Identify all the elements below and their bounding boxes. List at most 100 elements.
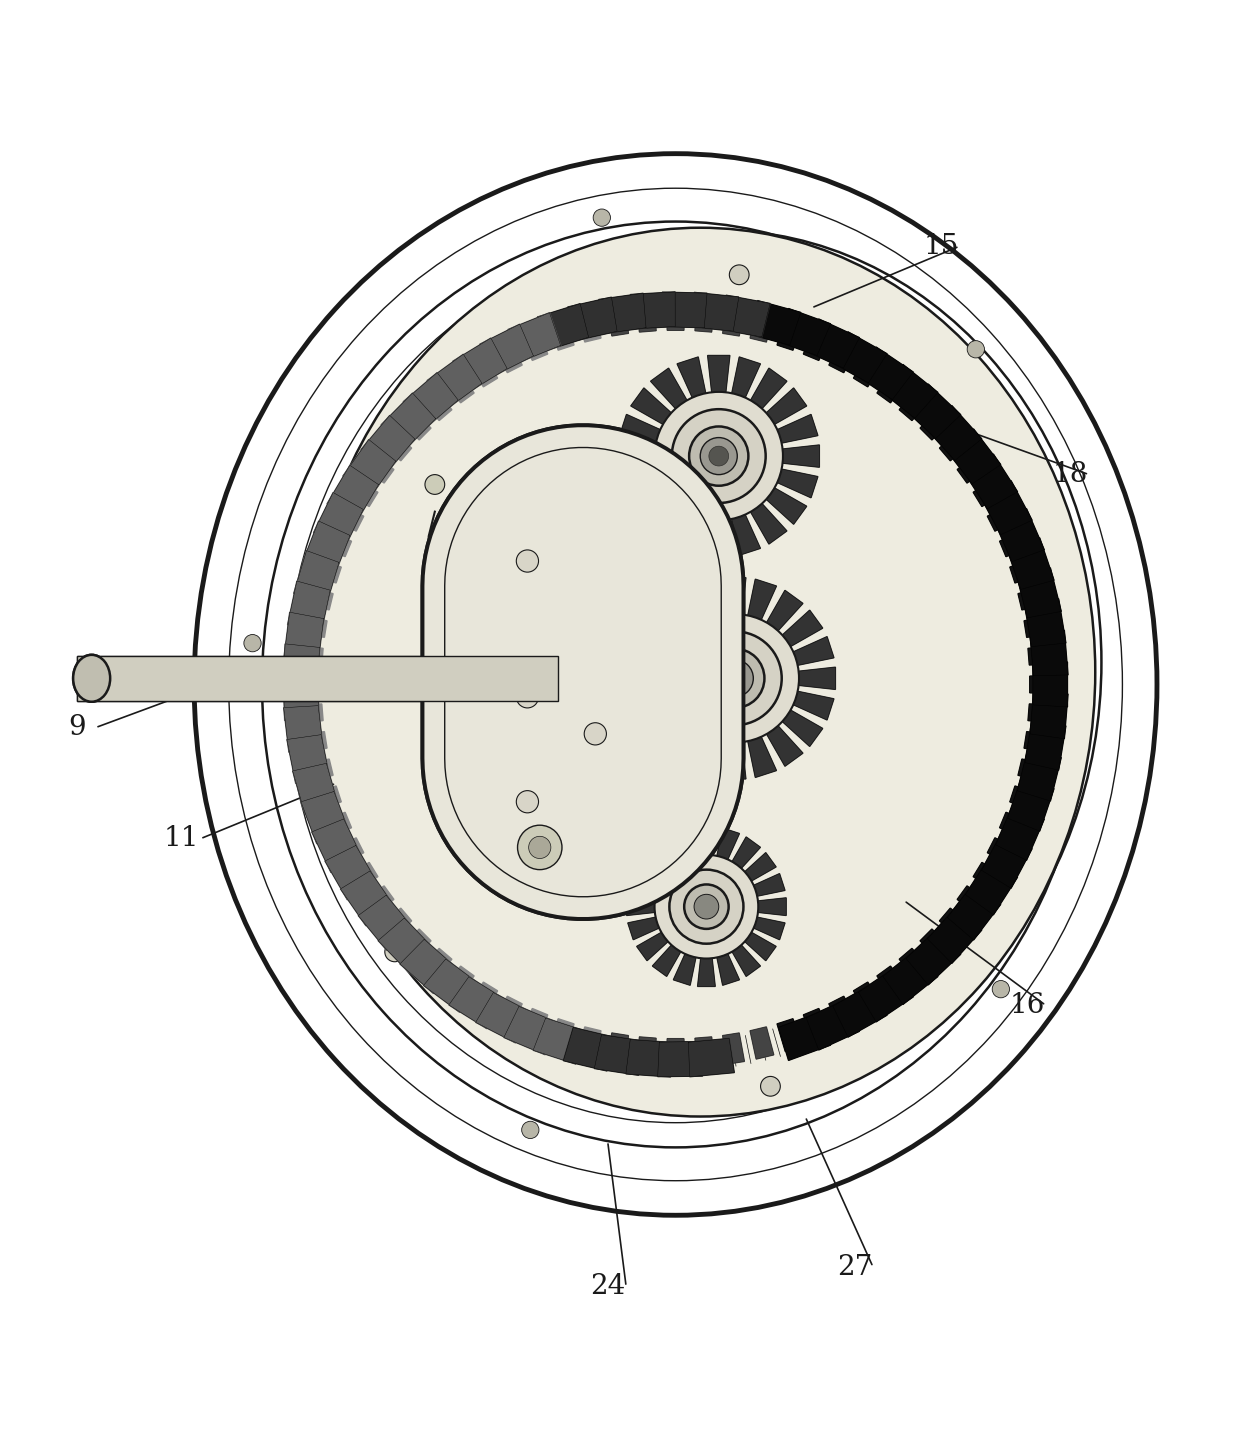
Polygon shape — [636, 691, 676, 720]
Polygon shape — [920, 407, 952, 440]
Circle shape — [672, 410, 765, 504]
Polygon shape — [966, 860, 1018, 915]
Polygon shape — [877, 369, 908, 403]
Polygon shape — [928, 405, 982, 460]
Polygon shape — [309, 557, 341, 583]
Polygon shape — [480, 325, 533, 374]
Polygon shape — [508, 313, 560, 361]
Polygon shape — [427, 354, 482, 407]
Polygon shape — [578, 310, 601, 342]
Circle shape — [684, 885, 729, 929]
Circle shape — [655, 854, 758, 958]
Polygon shape — [301, 759, 334, 782]
Polygon shape — [606, 1033, 629, 1065]
Polygon shape — [286, 734, 329, 784]
Polygon shape — [453, 338, 507, 390]
Polygon shape — [794, 636, 835, 665]
Polygon shape — [724, 742, 746, 779]
Polygon shape — [294, 551, 339, 602]
Ellipse shape — [305, 228, 1095, 1117]
Polygon shape — [883, 365, 937, 418]
Polygon shape — [662, 291, 707, 328]
Polygon shape — [1028, 645, 1058, 665]
Polygon shape — [804, 1009, 831, 1042]
Polygon shape — [533, 1019, 584, 1063]
Circle shape — [528, 837, 551, 859]
Polygon shape — [378, 908, 412, 939]
Circle shape — [689, 427, 749, 486]
Polygon shape — [1025, 723, 1066, 771]
Polygon shape — [698, 827, 715, 856]
Polygon shape — [667, 726, 703, 766]
Polygon shape — [782, 610, 822, 646]
Circle shape — [593, 209, 610, 227]
Polygon shape — [1024, 616, 1055, 638]
Polygon shape — [693, 737, 722, 778]
Polygon shape — [906, 931, 961, 986]
Polygon shape — [999, 812, 1033, 840]
Polygon shape — [1028, 704, 1058, 723]
Polygon shape — [636, 636, 676, 665]
Polygon shape — [626, 898, 655, 915]
Polygon shape — [398, 407, 432, 440]
Polygon shape — [957, 452, 991, 483]
Polygon shape — [766, 488, 807, 524]
Circle shape — [584, 723, 606, 745]
Polygon shape — [657, 1042, 703, 1076]
Circle shape — [725, 668, 745, 688]
Polygon shape — [283, 644, 320, 688]
Polygon shape — [899, 387, 931, 420]
Polygon shape — [467, 354, 497, 387]
Polygon shape — [537, 303, 589, 349]
Polygon shape — [293, 645, 324, 665]
Polygon shape — [345, 863, 378, 892]
Polygon shape — [398, 929, 432, 961]
Polygon shape — [906, 384, 961, 439]
Polygon shape — [1018, 586, 1050, 610]
Polygon shape — [1009, 557, 1043, 583]
Polygon shape — [667, 590, 703, 631]
Polygon shape — [987, 838, 1021, 866]
Polygon shape — [673, 954, 696, 986]
Circle shape — [528, 837, 551, 859]
Polygon shape — [361, 416, 415, 470]
Polygon shape — [758, 898, 786, 915]
Polygon shape — [619, 444, 655, 468]
Polygon shape — [563, 1027, 613, 1071]
Polygon shape — [966, 455, 1018, 509]
Circle shape — [655, 392, 782, 521]
Polygon shape — [828, 996, 858, 1030]
Ellipse shape — [73, 655, 110, 701]
Ellipse shape — [73, 655, 110, 701]
Polygon shape — [667, 302, 684, 330]
Circle shape — [671, 615, 799, 743]
Polygon shape — [667, 1039, 684, 1068]
Polygon shape — [424, 960, 479, 1012]
Polygon shape — [782, 444, 820, 468]
Polygon shape — [503, 1006, 557, 1055]
Polygon shape — [606, 304, 629, 336]
Polygon shape — [403, 372, 458, 427]
Polygon shape — [345, 476, 378, 506]
Circle shape — [729, 266, 749, 284]
Polygon shape — [777, 317, 802, 351]
Polygon shape — [293, 763, 337, 814]
Polygon shape — [296, 732, 327, 753]
Polygon shape — [636, 302, 656, 332]
Polygon shape — [777, 414, 818, 443]
Polygon shape — [982, 834, 1032, 889]
Polygon shape — [319, 530, 351, 557]
Polygon shape — [804, 328, 831, 361]
Polygon shape — [782, 710, 822, 746]
Circle shape — [670, 870, 744, 944]
Polygon shape — [940, 908, 972, 939]
Polygon shape — [652, 945, 681, 977]
Polygon shape — [899, 948, 931, 981]
Polygon shape — [1025, 599, 1066, 646]
Polygon shape — [77, 657, 558, 700]
Polygon shape — [853, 354, 883, 387]
Circle shape — [983, 466, 1003, 486]
Polygon shape — [673, 828, 696, 860]
Polygon shape — [343, 440, 396, 495]
Polygon shape — [399, 939, 455, 994]
